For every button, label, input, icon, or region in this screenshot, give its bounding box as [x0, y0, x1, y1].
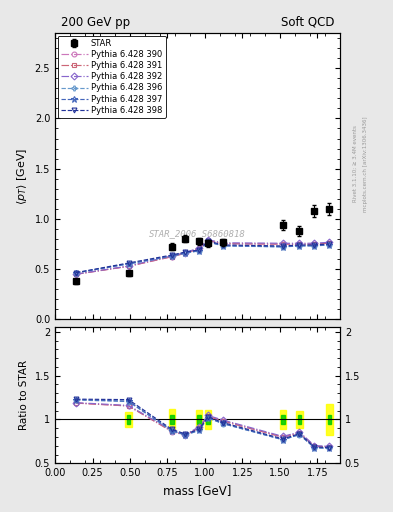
- Bar: [205, 410, 211, 429]
- Pythia 6.428 390: [206, 238, 210, 244]
- Pythia 6.428 391: [312, 241, 317, 247]
- Y-axis label: $\langle p_T \rangle$ [GeV]: $\langle p_T \rangle$ [GeV]: [15, 147, 29, 205]
- Pythia 6.428 398: [170, 252, 174, 258]
- Pythia 6.428 391: [281, 241, 285, 247]
- Pythia 6.428 390: [196, 246, 201, 252]
- Pythia 6.428 391: [297, 241, 302, 247]
- Line: Pythia 6.428 390: Pythia 6.428 390: [73, 238, 332, 277]
- Pythia 6.428 397: [73, 270, 78, 276]
- Pythia 6.428 397: [297, 243, 302, 249]
- Bar: [281, 415, 285, 424]
- Pythia 6.428 396: [312, 243, 317, 249]
- Pythia 6.428 397: [170, 253, 174, 259]
- Pythia 6.428 392: [297, 240, 302, 246]
- Pythia 6.428 390: [297, 241, 302, 247]
- Pythia 6.428 397: [327, 242, 332, 248]
- Pythia 6.428 398: [183, 249, 188, 255]
- Bar: [296, 411, 303, 428]
- Pythia 6.428 398: [220, 242, 225, 248]
- Text: Soft QCD: Soft QCD: [281, 16, 334, 29]
- Pythia 6.428 391: [170, 253, 174, 260]
- Bar: [298, 415, 301, 424]
- Pythia 6.428 392: [196, 245, 201, 251]
- Pythia 6.428 398: [196, 247, 201, 253]
- Line: Pythia 6.428 396: Pythia 6.428 396: [73, 240, 332, 275]
- Bar: [197, 415, 201, 424]
- Y-axis label: Ratio to STAR: Ratio to STAR: [19, 360, 29, 431]
- Pythia 6.428 397: [196, 248, 201, 254]
- Pythia 6.428 392: [312, 240, 317, 246]
- Pythia 6.428 398: [281, 243, 285, 249]
- Pythia 6.428 398: [73, 269, 78, 275]
- Pythia 6.428 390: [183, 250, 188, 257]
- Pythia 6.428 397: [312, 243, 317, 249]
- Bar: [326, 404, 333, 435]
- Pythia 6.428 391: [126, 263, 131, 269]
- Pythia 6.428 390: [170, 254, 174, 260]
- Pythia 6.428 390: [281, 241, 285, 247]
- Pythia 6.428 396: [220, 243, 225, 249]
- Pythia 6.428 398: [327, 241, 332, 247]
- Pythia 6.428 390: [73, 271, 78, 278]
- Pythia 6.428 396: [183, 250, 188, 256]
- Text: Rivet 3.1.10; ≥ 3.4M events: Rivet 3.1.10; ≥ 3.4M events: [353, 125, 358, 202]
- Pythia 6.428 396: [73, 270, 78, 276]
- Pythia 6.428 397: [206, 239, 210, 245]
- Line: Pythia 6.428 397: Pythia 6.428 397: [73, 238, 333, 276]
- Pythia 6.428 392: [206, 237, 210, 243]
- Pythia 6.428 392: [126, 263, 131, 269]
- Pythia 6.428 390: [126, 263, 131, 269]
- Pythia 6.428 398: [126, 260, 131, 266]
- Pythia 6.428 396: [196, 248, 201, 254]
- Pythia 6.428 397: [183, 250, 188, 256]
- Pythia 6.428 392: [73, 271, 78, 277]
- Bar: [169, 409, 175, 431]
- Bar: [170, 415, 174, 424]
- Pythia 6.428 396: [281, 244, 285, 250]
- Bar: [206, 415, 209, 424]
- Pythia 6.428 390: [312, 241, 317, 247]
- Pythia 6.428 396: [126, 261, 131, 267]
- Pythia 6.428 396: [297, 243, 302, 249]
- Pythia 6.428 396: [206, 239, 210, 245]
- Pythia 6.428 392: [281, 240, 285, 246]
- Text: STAR_2006_S6860818: STAR_2006_S6860818: [149, 229, 246, 238]
- Line: Pythia 6.428 398: Pythia 6.428 398: [73, 239, 332, 275]
- Pythia 6.428 398: [297, 242, 302, 248]
- Bar: [279, 410, 286, 429]
- Pythia 6.428 391: [327, 240, 332, 246]
- Pythia 6.428 392: [220, 240, 225, 246]
- Pythia 6.428 390: [327, 240, 332, 246]
- Pythia 6.428 396: [170, 253, 174, 260]
- Pythia 6.428 392: [183, 249, 188, 255]
- Pythia 6.428 392: [170, 253, 174, 259]
- Bar: [328, 415, 331, 424]
- Pythia 6.428 391: [206, 238, 210, 244]
- Text: mcplots.cern.ch [arXiv:1306.3436]: mcplots.cern.ch [arXiv:1306.3436]: [363, 116, 368, 211]
- X-axis label: mass [GeV]: mass [GeV]: [163, 484, 231, 497]
- Pythia 6.428 392: [327, 239, 332, 245]
- Pythia 6.428 391: [183, 250, 188, 256]
- Bar: [125, 412, 132, 428]
- Pythia 6.428 391: [196, 245, 201, 251]
- Line: Pythia 6.428 391: Pythia 6.428 391: [73, 238, 332, 277]
- Pythia 6.428 390: [220, 241, 225, 247]
- Legend: STAR, Pythia 6.428 390, Pythia 6.428 391, Pythia 6.428 392, Pythia 6.428 396, Py: STAR, Pythia 6.428 390, Pythia 6.428 391…: [57, 36, 165, 118]
- Pythia 6.428 397: [126, 261, 131, 267]
- Text: 200 GeV pp: 200 GeV pp: [61, 16, 130, 29]
- Bar: [127, 415, 130, 424]
- Pythia 6.428 398: [312, 242, 317, 248]
- Bar: [196, 410, 202, 429]
- Pythia 6.428 397: [281, 244, 285, 250]
- Line: Pythia 6.428 392: Pythia 6.428 392: [73, 237, 332, 276]
- Pythia 6.428 391: [73, 271, 78, 278]
- Pythia 6.428 396: [327, 242, 332, 248]
- Pythia 6.428 398: [206, 238, 210, 244]
- Pythia 6.428 391: [220, 241, 225, 247]
- Pythia 6.428 397: [220, 243, 225, 249]
